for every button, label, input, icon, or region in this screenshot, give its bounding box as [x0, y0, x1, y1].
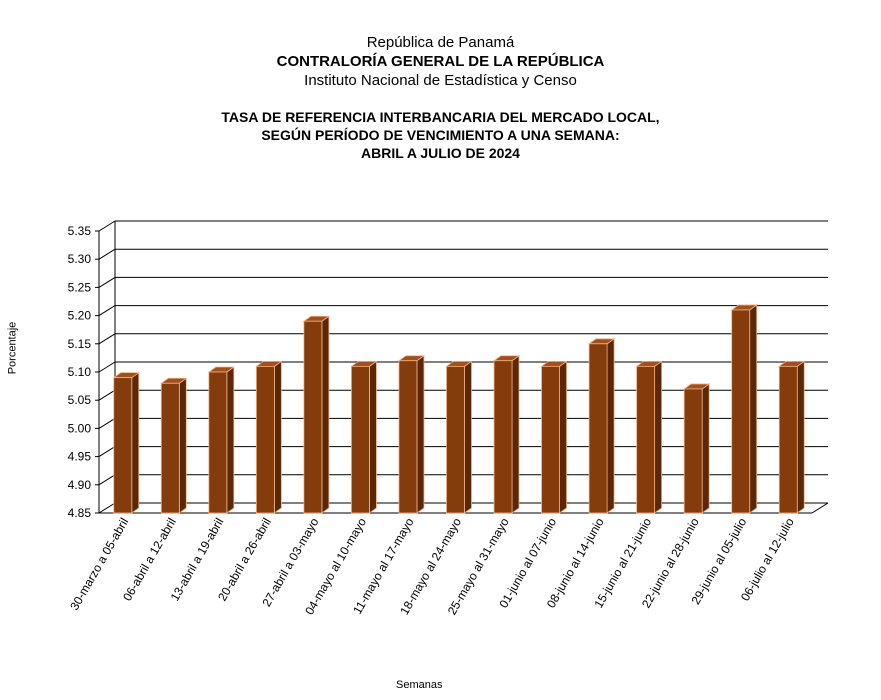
bar-front — [255, 365, 275, 514]
bar — [255, 360, 283, 514]
gridline-diagonal — [98, 333, 116, 345]
bar-front — [541, 365, 560, 514]
y-tick-label: 4.85 — [68, 506, 92, 520]
bar — [160, 377, 188, 514]
gridline-diagonal — [98, 361, 116, 373]
bar-front — [493, 360, 513, 514]
bar-front — [303, 320, 323, 514]
bar — [445, 360, 473, 514]
bar-side — [701, 383, 710, 514]
y-tick-label: 5.25 — [68, 280, 92, 294]
gridline-diagonal — [98, 474, 116, 486]
y-tick-label: 5.00 — [68, 421, 92, 435]
bar-side — [416, 354, 425, 514]
gridline-diagonal — [98, 502, 116, 514]
gridline-diagonal — [98, 305, 116, 317]
bar — [540, 360, 568, 514]
y-tick-label: 5.15 — [68, 337, 92, 351]
y-tick-label: 5.35 — [68, 224, 92, 238]
bar — [730, 304, 758, 514]
gridline-diagonal — [98, 248, 116, 260]
y-tick-label: 5.30 — [68, 252, 92, 266]
country-name: República de Panamá — [366, 34, 515, 51]
bar-side — [273, 360, 282, 514]
bar — [492, 354, 521, 514]
floor-edge — [811, 502, 829, 514]
chart-title-line-1: TASA DE REFERENCIA INTERBANCARIA DEL MER… — [221, 109, 660, 125]
bar-side — [226, 366, 235, 514]
bar-side — [321, 315, 330, 514]
bar-front — [160, 382, 180, 514]
y-tick-label: 4.95 — [68, 450, 92, 464]
bar — [397, 354, 426, 514]
bar-side — [369, 360, 377, 514]
bar-side — [749, 304, 758, 514]
y-tick-label: 4.90 — [68, 478, 92, 492]
gridline-diagonal — [98, 220, 116, 232]
bar — [635, 360, 663, 514]
bar-front — [351, 365, 370, 514]
bar-front — [398, 360, 418, 514]
x-tick-label: 06-julio al 12-julio — [738, 515, 797, 603]
x-axis-label: Semanas — [396, 679, 443, 691]
bar — [302, 315, 331, 514]
y-tick-label: 5.20 — [68, 309, 92, 323]
gridline-diagonal — [98, 417, 116, 429]
institution-name: CONTRALORÍA GENERAL DE LA REPÚBLICA — [276, 53, 605, 70]
bar — [112, 371, 141, 514]
bar-side — [464, 360, 472, 514]
bar-front — [683, 388, 703, 514]
gridline-diagonal — [98, 389, 116, 401]
bar-side — [131, 371, 140, 514]
bar — [207, 366, 236, 514]
bar-front — [113, 377, 133, 514]
chart-title-line-3: ABRIL A JULIO DE 2024 — [361, 145, 520, 161]
bar-side — [654, 360, 663, 514]
bar-front — [446, 365, 465, 514]
bar-front — [778, 365, 798, 514]
bar — [350, 360, 378, 514]
bar-side — [796, 360, 805, 514]
bar-front — [636, 365, 656, 514]
bar-side — [606, 338, 615, 514]
chart-title-line-2: SEGÚN PERÍODO DE VENCIMIENTO A UNA SEMAN… — [261, 127, 620, 143]
bar — [682, 383, 711, 514]
bar-side — [511, 354, 520, 514]
bar — [587, 338, 616, 514]
bar — [777, 360, 806, 514]
y-tick-label: 5.05 — [68, 393, 92, 407]
gridline-diagonal — [98, 276, 116, 288]
bar-side — [559, 360, 567, 514]
y-axis-label: Porcentaje — [6, 321, 19, 375]
bar-front — [588, 343, 608, 514]
gridline-diagonal — [98, 446, 116, 458]
bar-front — [208, 371, 228, 514]
y-tick-label: 5.10 — [68, 365, 92, 379]
bar-front — [731, 309, 751, 514]
institute-name: Instituto Nacional de Estadística y Cens… — [304, 72, 577, 89]
bar-side — [178, 377, 187, 514]
